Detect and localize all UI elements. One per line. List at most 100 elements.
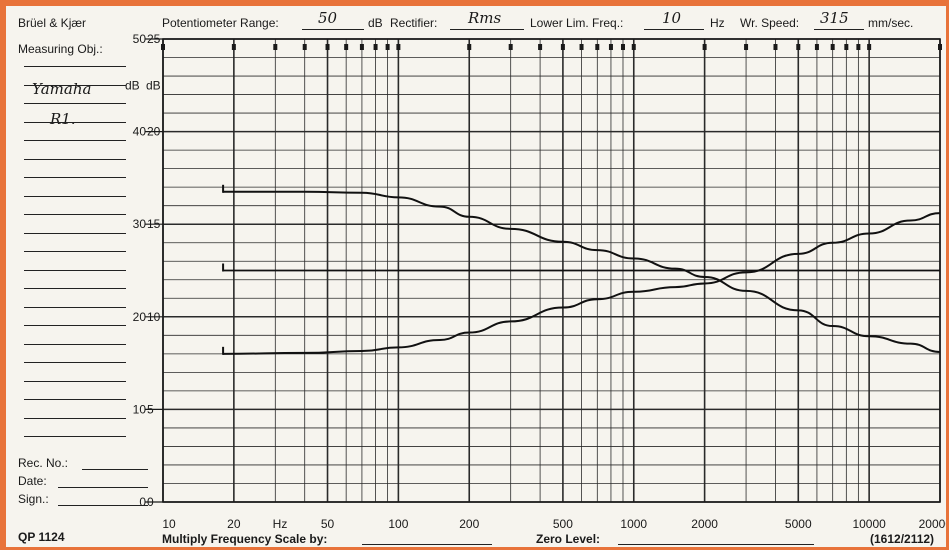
x-tick-label: 10 [162,517,176,531]
top-tick-mark [867,44,872,50]
x-tick-label: 10000 [852,517,886,531]
recording-chart-paper: 0 0 10 5 20 10 30 15 40 20 50 25 dB dB 10 20 50 100 200 500… [6,6,946,547]
top-tick-mark [560,44,565,50]
top-tick-mark [830,44,835,50]
date-line [58,487,148,488]
potentiometer-underline [302,29,364,30]
top-tick-mark [508,44,513,50]
multiply-line [362,544,492,545]
lower-lim-underline [644,29,704,30]
top-tick-mark [744,44,749,50]
top-tick-mark [538,44,543,50]
lower-lim-label: Lower Lim. Freq.: [530,16,624,30]
response-curve-1 [223,212,941,355]
notes-line [24,436,126,437]
notes-line [24,195,126,197]
y-tick-label-outer: 50 [133,32,147,46]
notes-line [24,362,126,363]
notes-line [24,84,126,86]
notes-line [24,399,126,400]
y-axis-unit-outer: dB [125,78,140,92]
y-axis-unit-inner: dB [146,78,161,92]
top-tick-mark [273,44,278,50]
rectifier-label: Rectifier: [390,16,438,30]
brand-label: Brüel & Kjær [18,16,87,30]
speed-underline [814,29,864,30]
notes-line [24,325,126,326]
form-code: QP 1124 [18,530,65,544]
y-tick-label-outer: 30 [133,217,147,231]
zero-level-line [618,544,814,545]
top-tick-mark [373,44,378,50]
notes-line [24,140,126,141]
notes-line [24,269,126,271]
top-tick-mark [856,44,861,50]
notes-line [24,158,126,160]
top-tick-mark [302,44,307,50]
x-tick-label: 500 [553,517,573,531]
potentiometer-unit: dB [368,16,383,30]
notes-line [24,288,126,289]
x-tick-label: 5000 [785,517,812,531]
measuring-obj-value-2: R1. [50,110,76,128]
y-tick-label-outer: 20 [133,310,147,324]
notes-line [24,121,126,123]
potentiometer-value: 50 [318,9,338,27]
x-tick-label: 100 [388,517,408,531]
top-tick-mark [231,44,236,50]
rectifier-underline [450,29,524,30]
lower-lim-value: 10 [662,9,682,27]
notes-line [24,251,126,252]
notes-line [24,177,126,178]
top-tick-mark [579,44,584,50]
top-tick-mark [620,44,625,50]
top-tick-mark [396,44,401,50]
response-curves [222,184,941,355]
notes-line [24,232,126,234]
x-tick-label: 20 [227,517,241,531]
x-tick-label: 2000 [691,517,718,531]
top-tick-mark [631,44,636,50]
x-tick-label: 20000 [919,517,946,531]
notes-line [24,66,126,67]
notes-line [24,103,126,104]
lower-lim-unit: Hz [710,16,725,30]
rec-no-label: Rec. No.: [18,456,69,470]
speed-label: Wr. Speed: [740,16,800,30]
top-tick-mark [938,44,942,50]
zero-level-label: Zero Level: [536,532,601,546]
notes-line [24,306,126,308]
x-tick-label: 200 [459,517,479,531]
top-tick-mark [161,44,165,50]
speed-unit: mm/sec. [868,16,914,30]
measuring-obj-label: Measuring Obj.: [18,42,103,56]
notes-line [24,417,126,419]
top-tick-mark [325,44,330,50]
top-tick-mark [385,44,390,50]
top-tick-mark [814,44,819,50]
sign-line [58,505,148,506]
measuring-obj-value: Yamaha [32,80,92,98]
top-tick-mark [359,44,364,50]
potentiometer-label: Potentiometer Range: [162,16,279,30]
x-tick-label: 1000 [620,517,647,531]
top-tick-mark [595,44,600,50]
response-curve-2 [223,190,941,353]
y-tick-label-outer: 40 [133,125,147,139]
ref-code: (1612/2112) [870,532,935,546]
rectifier-value: Rms [468,9,502,27]
multiply-label: Multiply Frequency Scale by: [162,532,328,546]
top-tick-mark [844,44,849,50]
notes-line [24,214,126,215]
top-tick-mark [796,44,801,50]
top-tick-mark [608,44,613,50]
speed-value: 315 [820,9,849,27]
notes-line [24,380,126,382]
date-label: Date: [18,474,47,488]
top-tick-mark [702,44,707,50]
y-tick-label-outer: 0 [139,495,146,509]
notes-line [24,343,126,345]
top-tick-mark [773,44,778,50]
top-tick-mark [344,44,349,50]
